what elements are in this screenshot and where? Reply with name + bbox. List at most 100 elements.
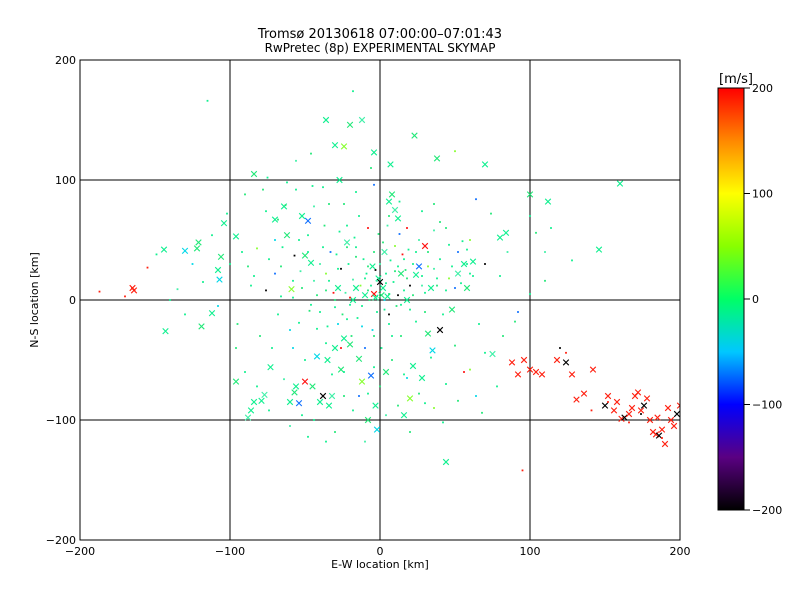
point-dot-marker xyxy=(466,248,468,251)
point-x-marker xyxy=(298,212,306,220)
point-dot-marker xyxy=(236,323,239,325)
point-x-marker xyxy=(346,341,354,348)
point-x-marker xyxy=(130,287,138,294)
point-dot-marker xyxy=(307,251,309,253)
point-dot-marker xyxy=(335,253,338,256)
point-dot-marker xyxy=(298,321,300,324)
point-x-marker xyxy=(397,270,405,277)
point-dot-marker xyxy=(313,205,315,208)
point-dot-marker xyxy=(367,265,369,268)
point-x-marker xyxy=(358,116,366,124)
point-x-marker xyxy=(634,389,642,396)
point-x-marker xyxy=(250,398,258,406)
point-x-marker xyxy=(160,246,168,253)
point-dot-marker xyxy=(235,347,237,349)
point-dot-marker xyxy=(347,263,350,265)
point-dot-marker xyxy=(409,284,411,287)
point-dot-marker xyxy=(406,227,408,229)
point-x-marker xyxy=(460,260,468,268)
point-x-marker xyxy=(232,233,240,240)
point-dot-marker xyxy=(373,366,375,369)
point-dot-marker xyxy=(395,305,398,307)
point-dot-marker xyxy=(529,293,531,295)
point-dot-marker xyxy=(313,279,315,282)
point-x-marker xyxy=(538,371,546,378)
point-dot-marker xyxy=(265,210,267,213)
point-dot-marker xyxy=(433,267,435,270)
point-x-marker xyxy=(232,378,240,385)
point-x-marker xyxy=(412,271,420,278)
point-dot-marker xyxy=(478,323,480,325)
point-x-marker xyxy=(358,378,366,385)
point-x-marker xyxy=(643,395,651,402)
point-x-marker xyxy=(526,366,534,373)
point-dot-marker xyxy=(358,215,360,217)
point-dot-marker xyxy=(98,290,101,293)
point-dot-marker xyxy=(325,272,327,275)
point-dot-marker xyxy=(316,294,318,297)
point-x-marker xyxy=(261,391,268,398)
point-x-marker xyxy=(442,458,450,466)
point-dot-marker xyxy=(550,227,552,229)
point-dot-marker xyxy=(445,289,447,292)
point-dot-marker xyxy=(244,193,246,196)
point-x-marker xyxy=(673,410,680,418)
point-dot-marker xyxy=(370,167,372,169)
point-x-marker xyxy=(214,266,222,274)
point-dot-marker xyxy=(364,277,366,280)
point-dot-marker xyxy=(424,311,426,313)
point-x-marker xyxy=(520,356,528,364)
point-dot-marker xyxy=(191,263,194,265)
point-x-marker xyxy=(322,116,330,124)
point-dot-marker xyxy=(391,335,393,337)
point-x-marker xyxy=(283,232,291,239)
point-dot-marker xyxy=(401,253,404,256)
point-x-marker xyxy=(370,290,378,298)
point-x-marker xyxy=(364,416,372,424)
point-dot-marker xyxy=(280,295,282,298)
point-x-marker xyxy=(382,368,390,376)
point-x-marker xyxy=(454,270,462,277)
point-dot-marker xyxy=(343,203,345,205)
point-x-marker xyxy=(562,359,570,366)
point-dot-marker xyxy=(469,272,471,275)
point-x-marker xyxy=(628,404,636,412)
point-x-marker xyxy=(403,296,411,304)
point-dot-marker xyxy=(385,414,387,417)
point-dot-marker xyxy=(607,401,609,403)
colorbar-tick-label: −200 xyxy=(752,504,782,517)
point-dot-marker xyxy=(286,181,288,184)
point-dot-marker xyxy=(439,258,441,261)
point-x-marker xyxy=(162,328,169,335)
point-dot-marker xyxy=(628,421,630,424)
point-dot-marker xyxy=(409,308,411,311)
point-x-marker xyxy=(367,372,375,379)
point-dot-marker xyxy=(571,259,573,262)
point-dot-marker xyxy=(406,277,408,280)
point-dot-marker xyxy=(338,230,341,233)
point-dot-marker xyxy=(481,411,483,414)
point-dot-marker xyxy=(283,378,285,381)
point-dot-marker xyxy=(202,281,204,283)
point-dot-marker xyxy=(367,392,369,395)
point-x-marker xyxy=(388,191,396,198)
point-dot-marker xyxy=(268,258,270,261)
point-dot-marker xyxy=(397,404,399,407)
point-x-marker xyxy=(325,402,333,409)
point-x-marker xyxy=(304,217,312,224)
point-dot-marker xyxy=(352,409,354,412)
point-dot-marker xyxy=(292,279,294,282)
point-dot-marker xyxy=(397,294,399,297)
point-x-marker xyxy=(553,356,561,364)
point-x-marker xyxy=(655,432,663,439)
point-dot-marker xyxy=(374,269,377,271)
colorbar-tick-label: 100 xyxy=(752,188,773,201)
point-dot-marker xyxy=(344,291,347,294)
point-dot-marker xyxy=(274,272,276,275)
point-dot-marker xyxy=(323,224,326,227)
colorbar xyxy=(718,88,744,510)
point-x-marker xyxy=(658,426,666,433)
point-dot-marker xyxy=(307,435,309,438)
point-x-marker xyxy=(595,246,603,253)
